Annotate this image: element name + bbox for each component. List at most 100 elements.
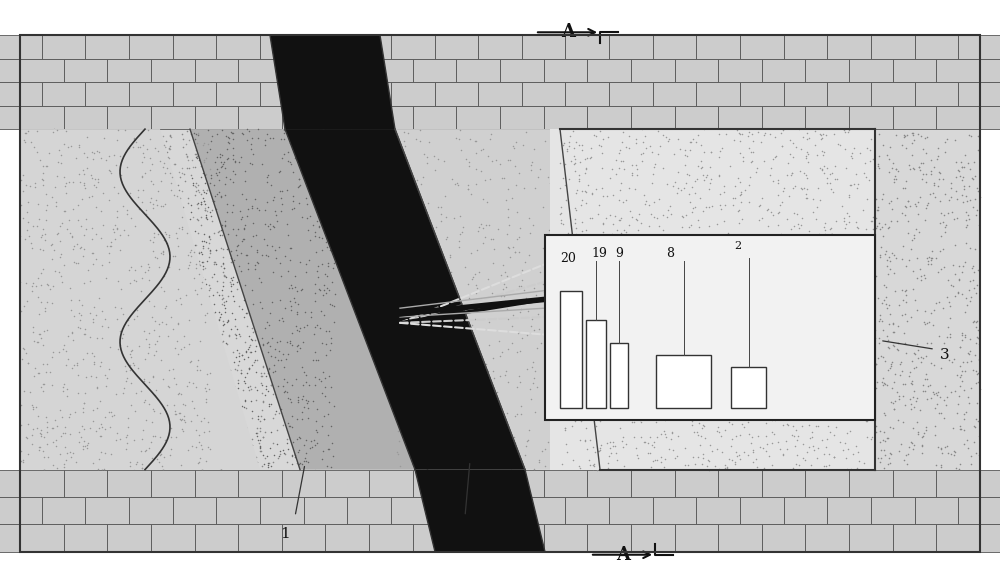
- Point: [756, 278, 772, 288]
- Point: [422, 423, 438, 433]
- Point: [148, 346, 164, 356]
- Point: [192, 451, 208, 461]
- Point: [282, 329, 298, 339]
- Point: [840, 174, 856, 184]
- Point: [427, 332, 443, 342]
- Point: [421, 365, 437, 375]
- Point: [452, 283, 468, 292]
- Point: [584, 257, 600, 266]
- Point: [629, 140, 645, 149]
- Point: [658, 176, 674, 185]
- Point: [799, 185, 815, 194]
- Point: [594, 320, 610, 329]
- Point: [637, 437, 653, 447]
- Point: [744, 463, 760, 473]
- Point: [587, 214, 603, 224]
- Point: [408, 378, 424, 387]
- Point: [460, 268, 476, 277]
- Point: [428, 252, 444, 261]
- Point: [265, 413, 281, 423]
- Point: [269, 194, 285, 204]
- Point: [133, 264, 149, 273]
- Point: [283, 266, 299, 275]
- Point: [637, 241, 653, 251]
- Point: [859, 143, 875, 153]
- Point: [803, 461, 819, 470]
- Point: [736, 294, 752, 303]
- Point: [639, 332, 655, 341]
- Point: [235, 129, 251, 139]
- Point: [248, 458, 264, 467]
- Point: [631, 209, 647, 218]
- Point: [458, 181, 474, 191]
- Point: [87, 174, 103, 184]
- Point: [600, 407, 616, 416]
- Point: [845, 311, 861, 320]
- Point: [241, 365, 257, 374]
- Point: [691, 280, 707, 289]
- Point: [759, 241, 775, 250]
- Point: [318, 288, 334, 297]
- Point: [112, 326, 128, 335]
- Point: [644, 342, 660, 351]
- Point: [237, 281, 253, 290]
- Point: [970, 186, 986, 195]
- Point: [141, 399, 157, 409]
- Point: [87, 437, 103, 447]
- Point: [421, 348, 437, 357]
- Point: [447, 180, 463, 189]
- Point: [593, 129, 609, 138]
- Point: [717, 200, 733, 210]
- Bar: [784, 35, 827, 59]
- Point: [441, 220, 457, 229]
- Point: [215, 317, 231, 326]
- Point: [148, 168, 164, 177]
- Point: [590, 292, 606, 301]
- Point: [51, 333, 67, 343]
- Point: [215, 268, 231, 277]
- Point: [819, 208, 835, 218]
- Point: [886, 341, 902, 350]
- Point: [213, 157, 229, 167]
- Point: [290, 397, 306, 407]
- Point: [837, 127, 853, 137]
- Point: [859, 433, 875, 442]
- Point: [970, 333, 986, 342]
- Point: [578, 287, 594, 296]
- Point: [567, 200, 583, 209]
- Point: [367, 375, 383, 384]
- Point: [49, 421, 65, 430]
- Point: [582, 330, 598, 339]
- Point: [529, 182, 545, 191]
- Point: [291, 326, 307, 335]
- Point: [783, 170, 799, 180]
- Point: [49, 430, 65, 440]
- Point: [409, 261, 425, 270]
- Point: [175, 433, 191, 443]
- Point: [23, 157, 39, 167]
- Point: [438, 212, 454, 222]
- Point: [518, 444, 534, 454]
- Point: [887, 171, 903, 181]
- Point: [16, 386, 32, 396]
- Point: [56, 260, 72, 269]
- Point: [94, 261, 110, 271]
- Point: [961, 398, 977, 407]
- Point: [480, 397, 496, 406]
- Point: [315, 370, 331, 380]
- Point: [521, 250, 537, 259]
- Point: [656, 406, 672, 416]
- Point: [256, 335, 272, 344]
- Point: [636, 304, 652, 313]
- Point: [690, 430, 706, 439]
- Point: [334, 366, 350, 375]
- Point: [595, 362, 611, 371]
- Point: [642, 432, 658, 441]
- Point: [228, 330, 244, 339]
- Point: [774, 141, 790, 151]
- Point: [151, 187, 167, 196]
- Point: [463, 193, 479, 202]
- Point: [20, 274, 36, 284]
- Point: [397, 141, 413, 150]
- Bar: [653, 497, 696, 524]
